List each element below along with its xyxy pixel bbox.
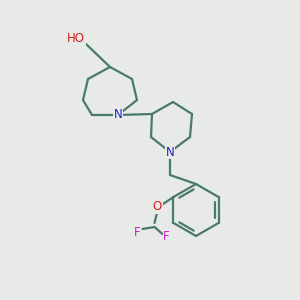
Text: HO: HO (67, 32, 85, 46)
Text: F: F (163, 230, 170, 244)
Text: N: N (166, 146, 174, 158)
Text: N: N (114, 109, 122, 122)
Text: O: O (153, 200, 162, 214)
Text: F: F (134, 226, 141, 238)
